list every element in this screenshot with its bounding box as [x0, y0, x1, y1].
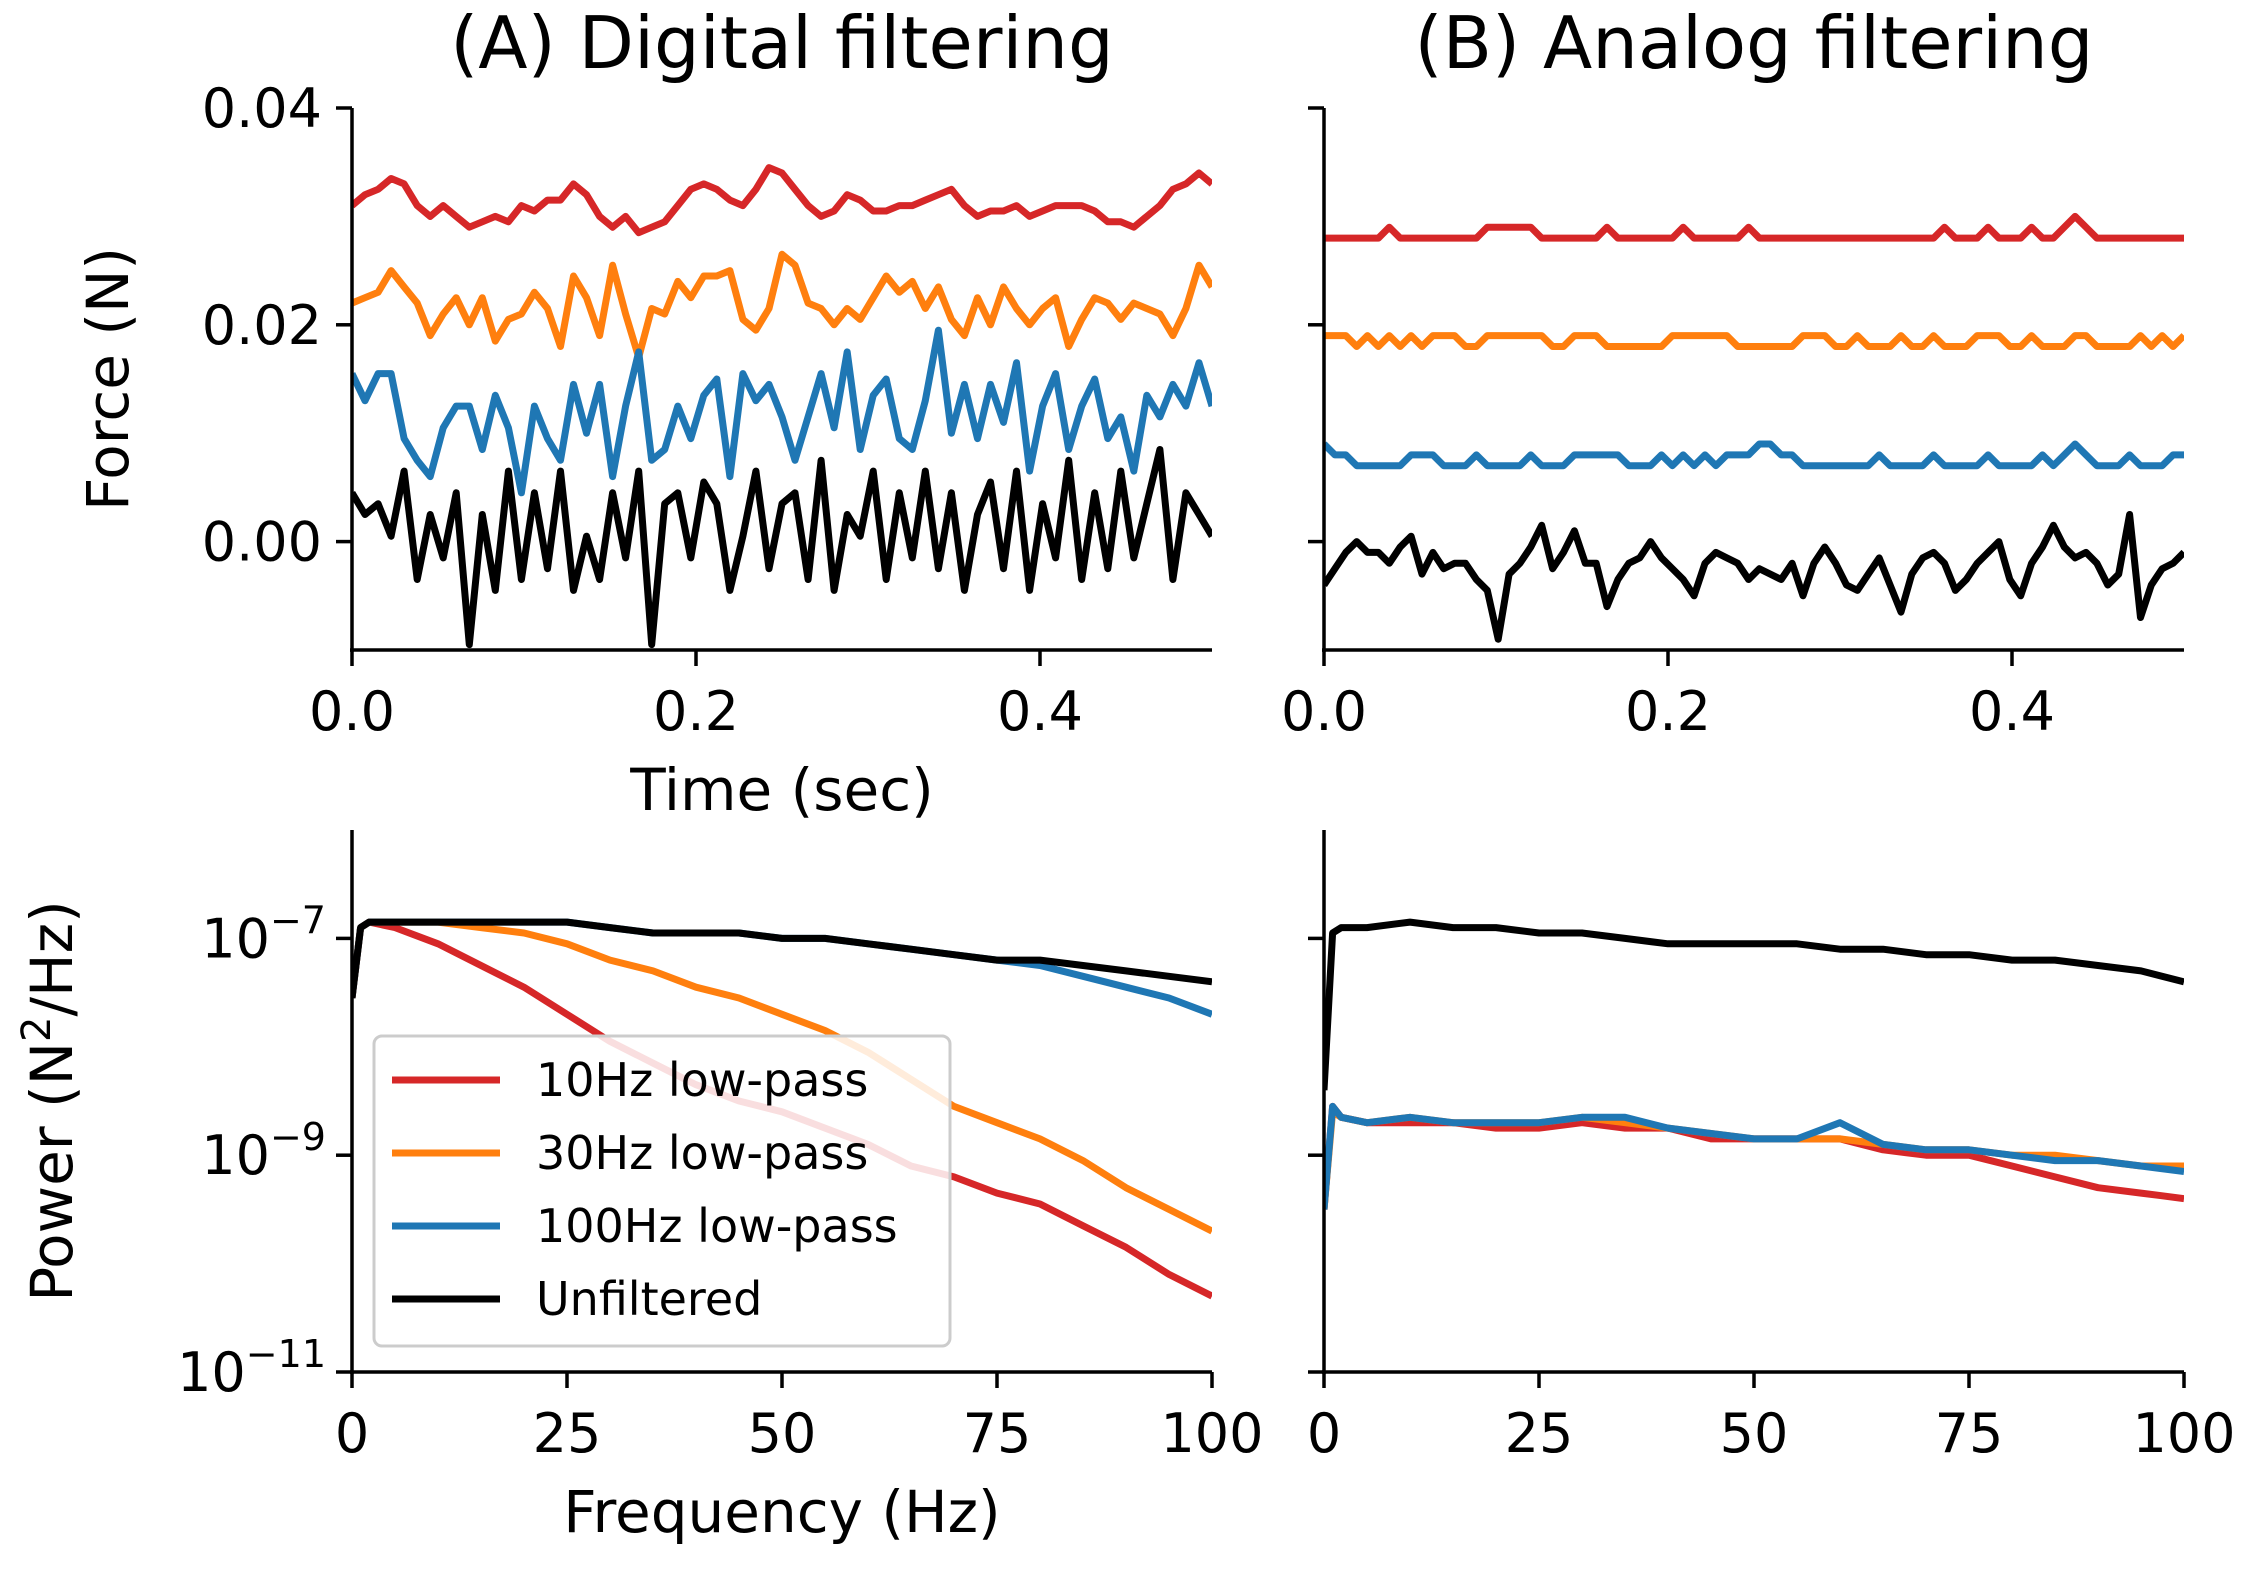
y-axis-label: Force (N)	[74, 247, 142, 511]
x-tick-label: 0.2	[1625, 680, 1711, 743]
series-line-unfiltered	[352, 918, 1212, 999]
y-tick-label: 10−11	[177, 1332, 326, 1404]
x-tick-label: 75	[963, 1402, 1032, 1465]
y-tick-label: 0.02	[202, 294, 322, 357]
series-group	[1324, 212, 2184, 643]
series-group	[352, 164, 1212, 649]
x-axis-label: Time (sec)	[629, 756, 933, 824]
legend-label: Unfiltered	[536, 1272, 762, 1326]
panel-B-time: 0.0 0.2 0.4 (B) Analog filtering	[1281, 1, 2184, 743]
x-tick-label: 50	[1720, 1402, 1789, 1465]
x-tick-label: 25	[533, 1402, 602, 1465]
panel-A-power: 0 25 50 75 100 10−11 10−9 10−7 Frequency (Hz) Pow…	[14, 830, 1264, 1546]
series-line-10Hz	[1324, 212, 2184, 242]
y-tick-label: 10−9	[201, 1115, 326, 1187]
series-line-100Hz	[1324, 440, 2184, 470]
series-line-100Hz	[1324, 1102, 2184, 1210]
x-tick-label: 50	[748, 1402, 817, 1465]
y-tick-label: 10−7	[201, 898, 326, 970]
panel-title: (A) Digital filtering	[450, 1, 1114, 85]
legend-label: 100Hz low-pass	[536, 1199, 898, 1253]
panel-title: (B) Analog filtering	[1415, 1, 2094, 85]
series-line-30Hz	[352, 250, 1212, 361]
x-tick-label: 25	[1505, 1402, 1574, 1465]
panels: 0.0 0.2 0.40.000.020.04(A) Digital filteri…	[14, 1, 2236, 1546]
series-group	[1324, 918, 2184, 1210]
x-tick-label: 0	[335, 1402, 369, 1465]
legend-box	[372, 1034, 952, 1348]
x-tick-label: 75	[1935, 1402, 2004, 1465]
series-line-unfiltered	[1324, 918, 2184, 1091]
series-line-30Hz	[1324, 332, 2184, 350]
y-tick-label: 0.04	[202, 77, 322, 140]
series-line-unfiltered	[352, 446, 1212, 649]
series-line-10Hz	[1324, 1102, 2184, 1210]
series-line-unfiltered	[1324, 511, 2184, 643]
x-tick-label: 0.4	[997, 680, 1083, 743]
x-tick-label: 100	[1160, 1402, 1263, 1465]
x-tick-label: 0.0	[309, 680, 395, 743]
x-tick-label: 0	[1307, 1402, 1341, 1465]
series-line-100Hz	[352, 326, 1212, 497]
panel-A-time: 0.0 0.2 0.4 0.00 0.02 0.04 (A) Digital filteri…	[74, 1, 1212, 824]
x-tick-label: 0.2	[653, 680, 739, 743]
series-line-10Hz	[352, 164, 1212, 237]
y-tick-label: 0.00	[202, 511, 322, 574]
legend-label: 10Hz low-pass	[536, 1053, 868, 1107]
legend: 10Hz low-pass 30Hz low-pass 100Hz low-pass…	[372, 1034, 952, 1348]
panel-B-power: 0 25 50 75 100	[1307, 830, 2236, 1465]
x-tick-label: 100	[2132, 1402, 2235, 1465]
y-axis-label: Power (N2/Hz)	[14, 900, 86, 1302]
x-axis-label: Frequency (Hz)	[563, 1478, 1000, 1546]
legend-label: 30Hz low-pass	[536, 1126, 868, 1180]
x-tick-label: 0.0	[1281, 680, 1367, 743]
x-tick-label: 0.4	[1969, 680, 2055, 743]
